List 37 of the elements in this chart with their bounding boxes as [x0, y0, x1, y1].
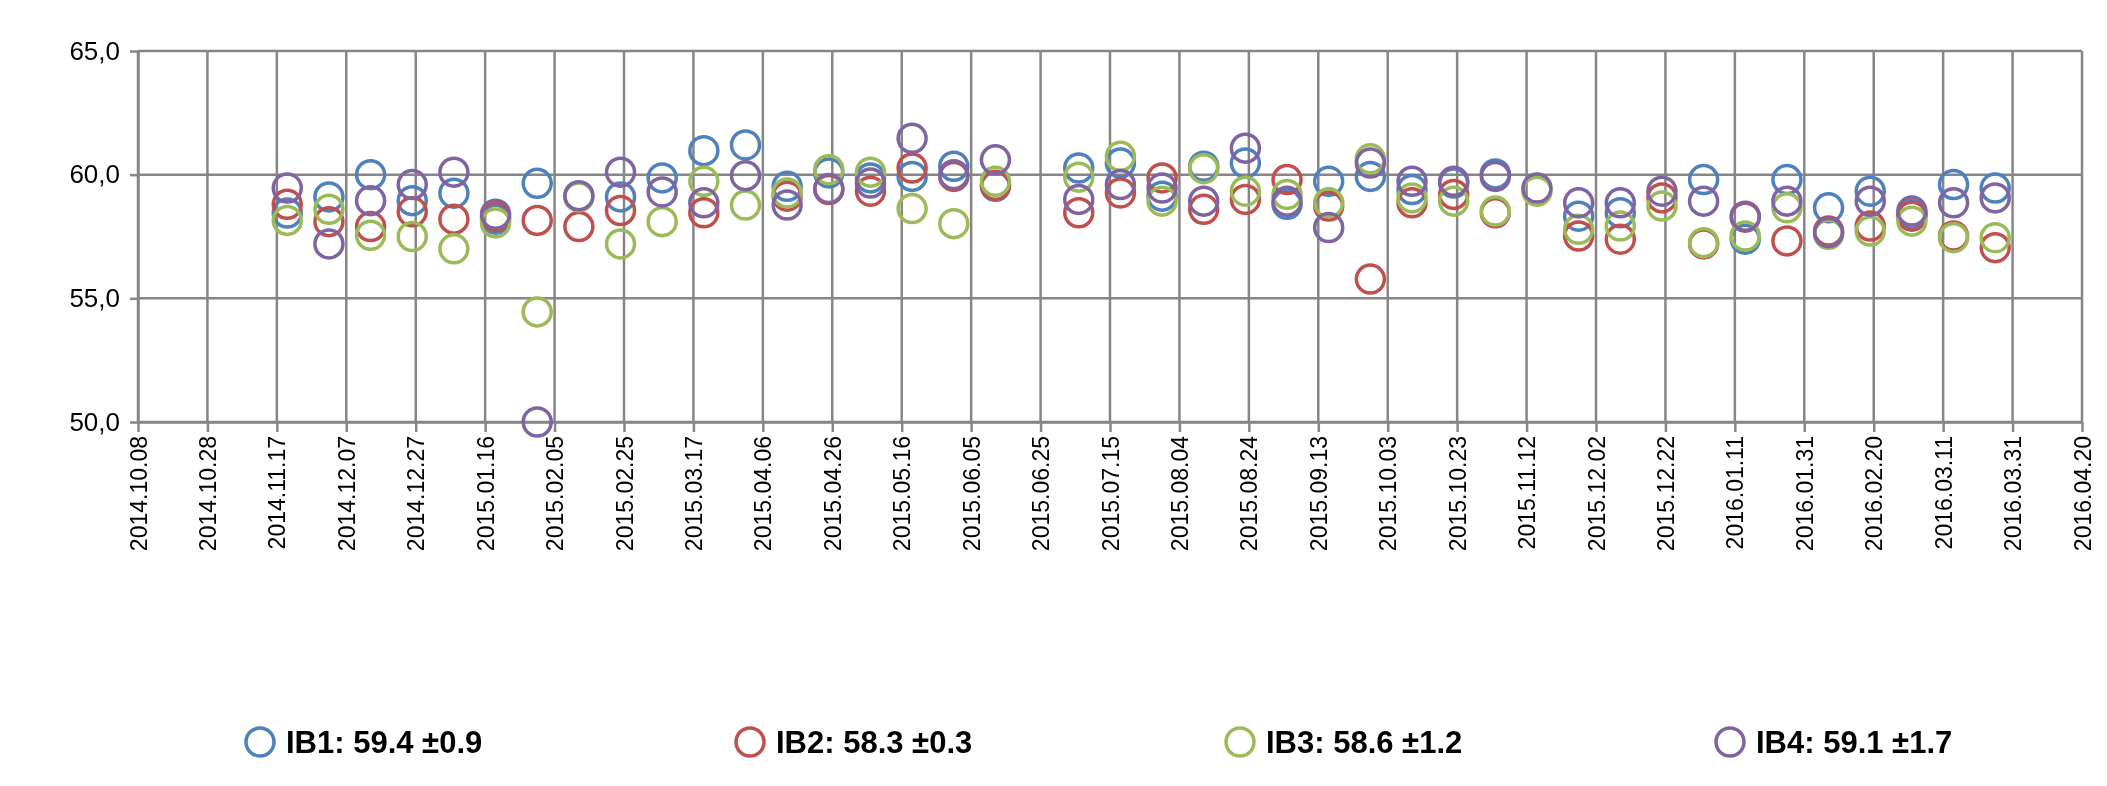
- x-tick-label: 2014.10.08: [125, 436, 152, 552]
- x-tick-label: 2015.02.05: [542, 436, 569, 552]
- x-tick-label: 2015.05.16: [889, 436, 916, 552]
- x-tick-label: 2015.01.16: [472, 436, 499, 552]
- x-tick-label: 2015.02.25: [611, 436, 638, 552]
- x-tick-label: 2015.06.05: [958, 436, 985, 552]
- x-tick-label: 2015.06.25: [1028, 436, 1055, 552]
- x-tick-label: 2014.10.28: [194, 436, 221, 552]
- x-tick-label: 2016.03.11: [1930, 436, 1957, 550]
- x-tick-label: 2015.04.26: [819, 436, 846, 552]
- x-tick-label: 2015.11.12: [1514, 436, 1541, 550]
- x-tick-label: 2015.04.06: [750, 436, 777, 552]
- legend-label: IB3: 58.6 ±1.2: [1266, 724, 1463, 760]
- x-tick-label: 2015.12.02: [1583, 436, 1610, 552]
- x-tick-label: 2016.01.11: [1722, 436, 1749, 550]
- x-tick-label: 2015.07.15: [1097, 436, 1124, 552]
- x-tick-label: 2015.12.22: [1652, 436, 1679, 552]
- x-tick-label: 2014.11.17: [264, 436, 291, 550]
- x-tick-label: 2014.12.27: [403, 436, 430, 552]
- x-tick-label: 2016.01.31: [1791, 436, 1818, 552]
- legend-label: IB1: 59.4 ±0.9: [286, 724, 483, 760]
- x-tick-label: 2015.08.04: [1166, 435, 1193, 552]
- y-tick-label: 55,0: [69, 283, 120, 314]
- x-tick-label: 2015.10.03: [1375, 436, 1402, 552]
- y-tick-label: 60,0: [69, 159, 120, 190]
- legend-label: IB2: 58.3 ±0.3: [776, 724, 973, 760]
- x-tick-label: 2014.12.07: [333, 436, 360, 552]
- x-tick-label: 2016.04.20: [2069, 436, 2096, 552]
- x-tick-label: 2015.08.24: [1236, 435, 1263, 552]
- x-tick-label: 2016.02.20: [1861, 436, 1888, 552]
- x-tick-label: 2015.10.23: [1444, 436, 1471, 552]
- y-tick-label: 65,0: [69, 35, 120, 66]
- x-tick-label: 2015.09.13: [1305, 436, 1332, 552]
- legend-label: IB4: 59.1 ±1.7: [1756, 724, 1953, 760]
- x-tick-label: 2016.03.31: [2000, 436, 2027, 552]
- x-tick-label: 2015.03.17: [680, 436, 707, 552]
- y-tick-label: 50,0: [69, 406, 120, 437]
